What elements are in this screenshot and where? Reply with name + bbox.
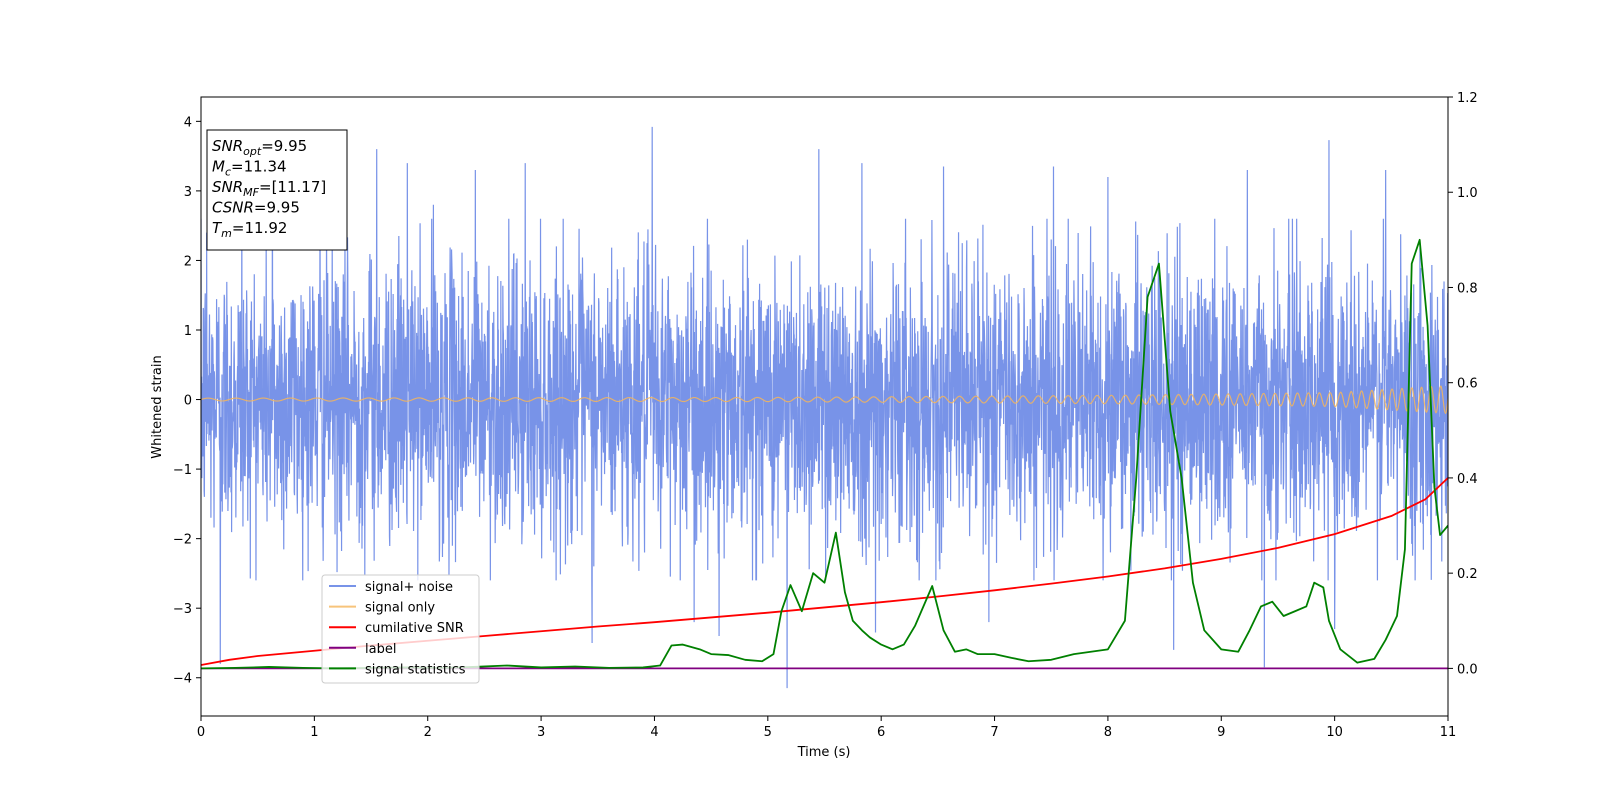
y-axis-left: −4 −3 −2 −1 0 1 2 3 4: [173, 115, 201, 687]
y-right-tick-label: 0.2: [1457, 567, 1478, 582]
y-right-tick-label: 0.8: [1457, 281, 1478, 296]
legend: signal+ noise signal only cumilative SNR la…: [321, 574, 480, 684]
y-left-tick-label: −4: [173, 672, 192, 687]
legend-label-signal-statistics: signal statistics: [365, 662, 466, 677]
annotation-line: Tm=11.92: [212, 219, 287, 240]
x-tick-label: 10: [1326, 725, 1343, 740]
annotation-box: SNRopt=9.95Mc=11.34SNRMF=[11.17]CSNR=9.9…: [206, 129, 348, 251]
plot-frame: [200, 96, 1449, 717]
legend-label-signal-noise: signal+ noise: [365, 580, 453, 595]
y-left-tick-label: 3: [184, 185, 192, 200]
y-left-tick-label: −2: [173, 533, 192, 548]
y-left-tick-label: 2: [184, 254, 192, 269]
y-right-tick-label: 1.0: [1457, 186, 1478, 201]
legend-label-signal-only: signal only: [365, 601, 435, 616]
y-axis-right: 0.0 0.2 0.4 0.6 0.8 1.0 1.2: [1448, 91, 1478, 677]
x-tick-label: 3: [537, 725, 545, 740]
series-signal-only: [201, 385, 1448, 415]
annotation-line: SNRMF=[11.17]: [212, 178, 326, 199]
x-tick-label: 1: [310, 725, 318, 740]
y-right-tick-label: 0.6: [1457, 377, 1478, 392]
x-tick-label: 0: [197, 725, 205, 740]
y-left-tick-label: −1: [173, 463, 192, 478]
y-right-tick-label: 0.4: [1457, 472, 1478, 487]
x-tick-label: 11: [1440, 725, 1457, 740]
y-left-tick-label: −3: [173, 602, 192, 617]
x-axis: 0 1 2 3 4 5 6 7 8 9 10 11: [197, 716, 1456, 740]
y-left-tick-label: 0: [184, 394, 192, 409]
annotation-line: SNRopt=9.95: [212, 137, 307, 158]
x-tick-label: 2: [424, 725, 432, 740]
annotation-line: Mc=11.34: [212, 158, 287, 179]
x-axis-label: Time (s): [797, 745, 851, 760]
annotation-line: CSNR=9.95: [212, 199, 300, 217]
x-tick-label: 9: [1217, 725, 1225, 740]
x-tick-label: 6: [877, 725, 885, 740]
y-left-tick-label: 1: [184, 324, 192, 339]
annotation-box-frame: [206, 129, 348, 251]
y-right-tick-label: 1.2: [1457, 91, 1478, 106]
x-tick-label: 8: [1104, 725, 1112, 740]
legend-frame: [321, 574, 480, 684]
x-tick-label: 7: [990, 725, 998, 740]
series-signal-noise: [201, 126, 1448, 689]
y-right-tick-label: 0.0: [1457, 662, 1478, 677]
y-axis-label: Whitened strain: [150, 355, 165, 458]
y-left-tick-label: 4: [184, 115, 192, 130]
x-tick-label: 5: [764, 725, 772, 740]
legend-label-label: label: [365, 642, 396, 657]
x-tick-label: 4: [650, 725, 658, 740]
series-signal-statistics: [201, 238, 1448, 670]
legend-label-cumilative-snr: cumilative SNR: [365, 621, 464, 636]
